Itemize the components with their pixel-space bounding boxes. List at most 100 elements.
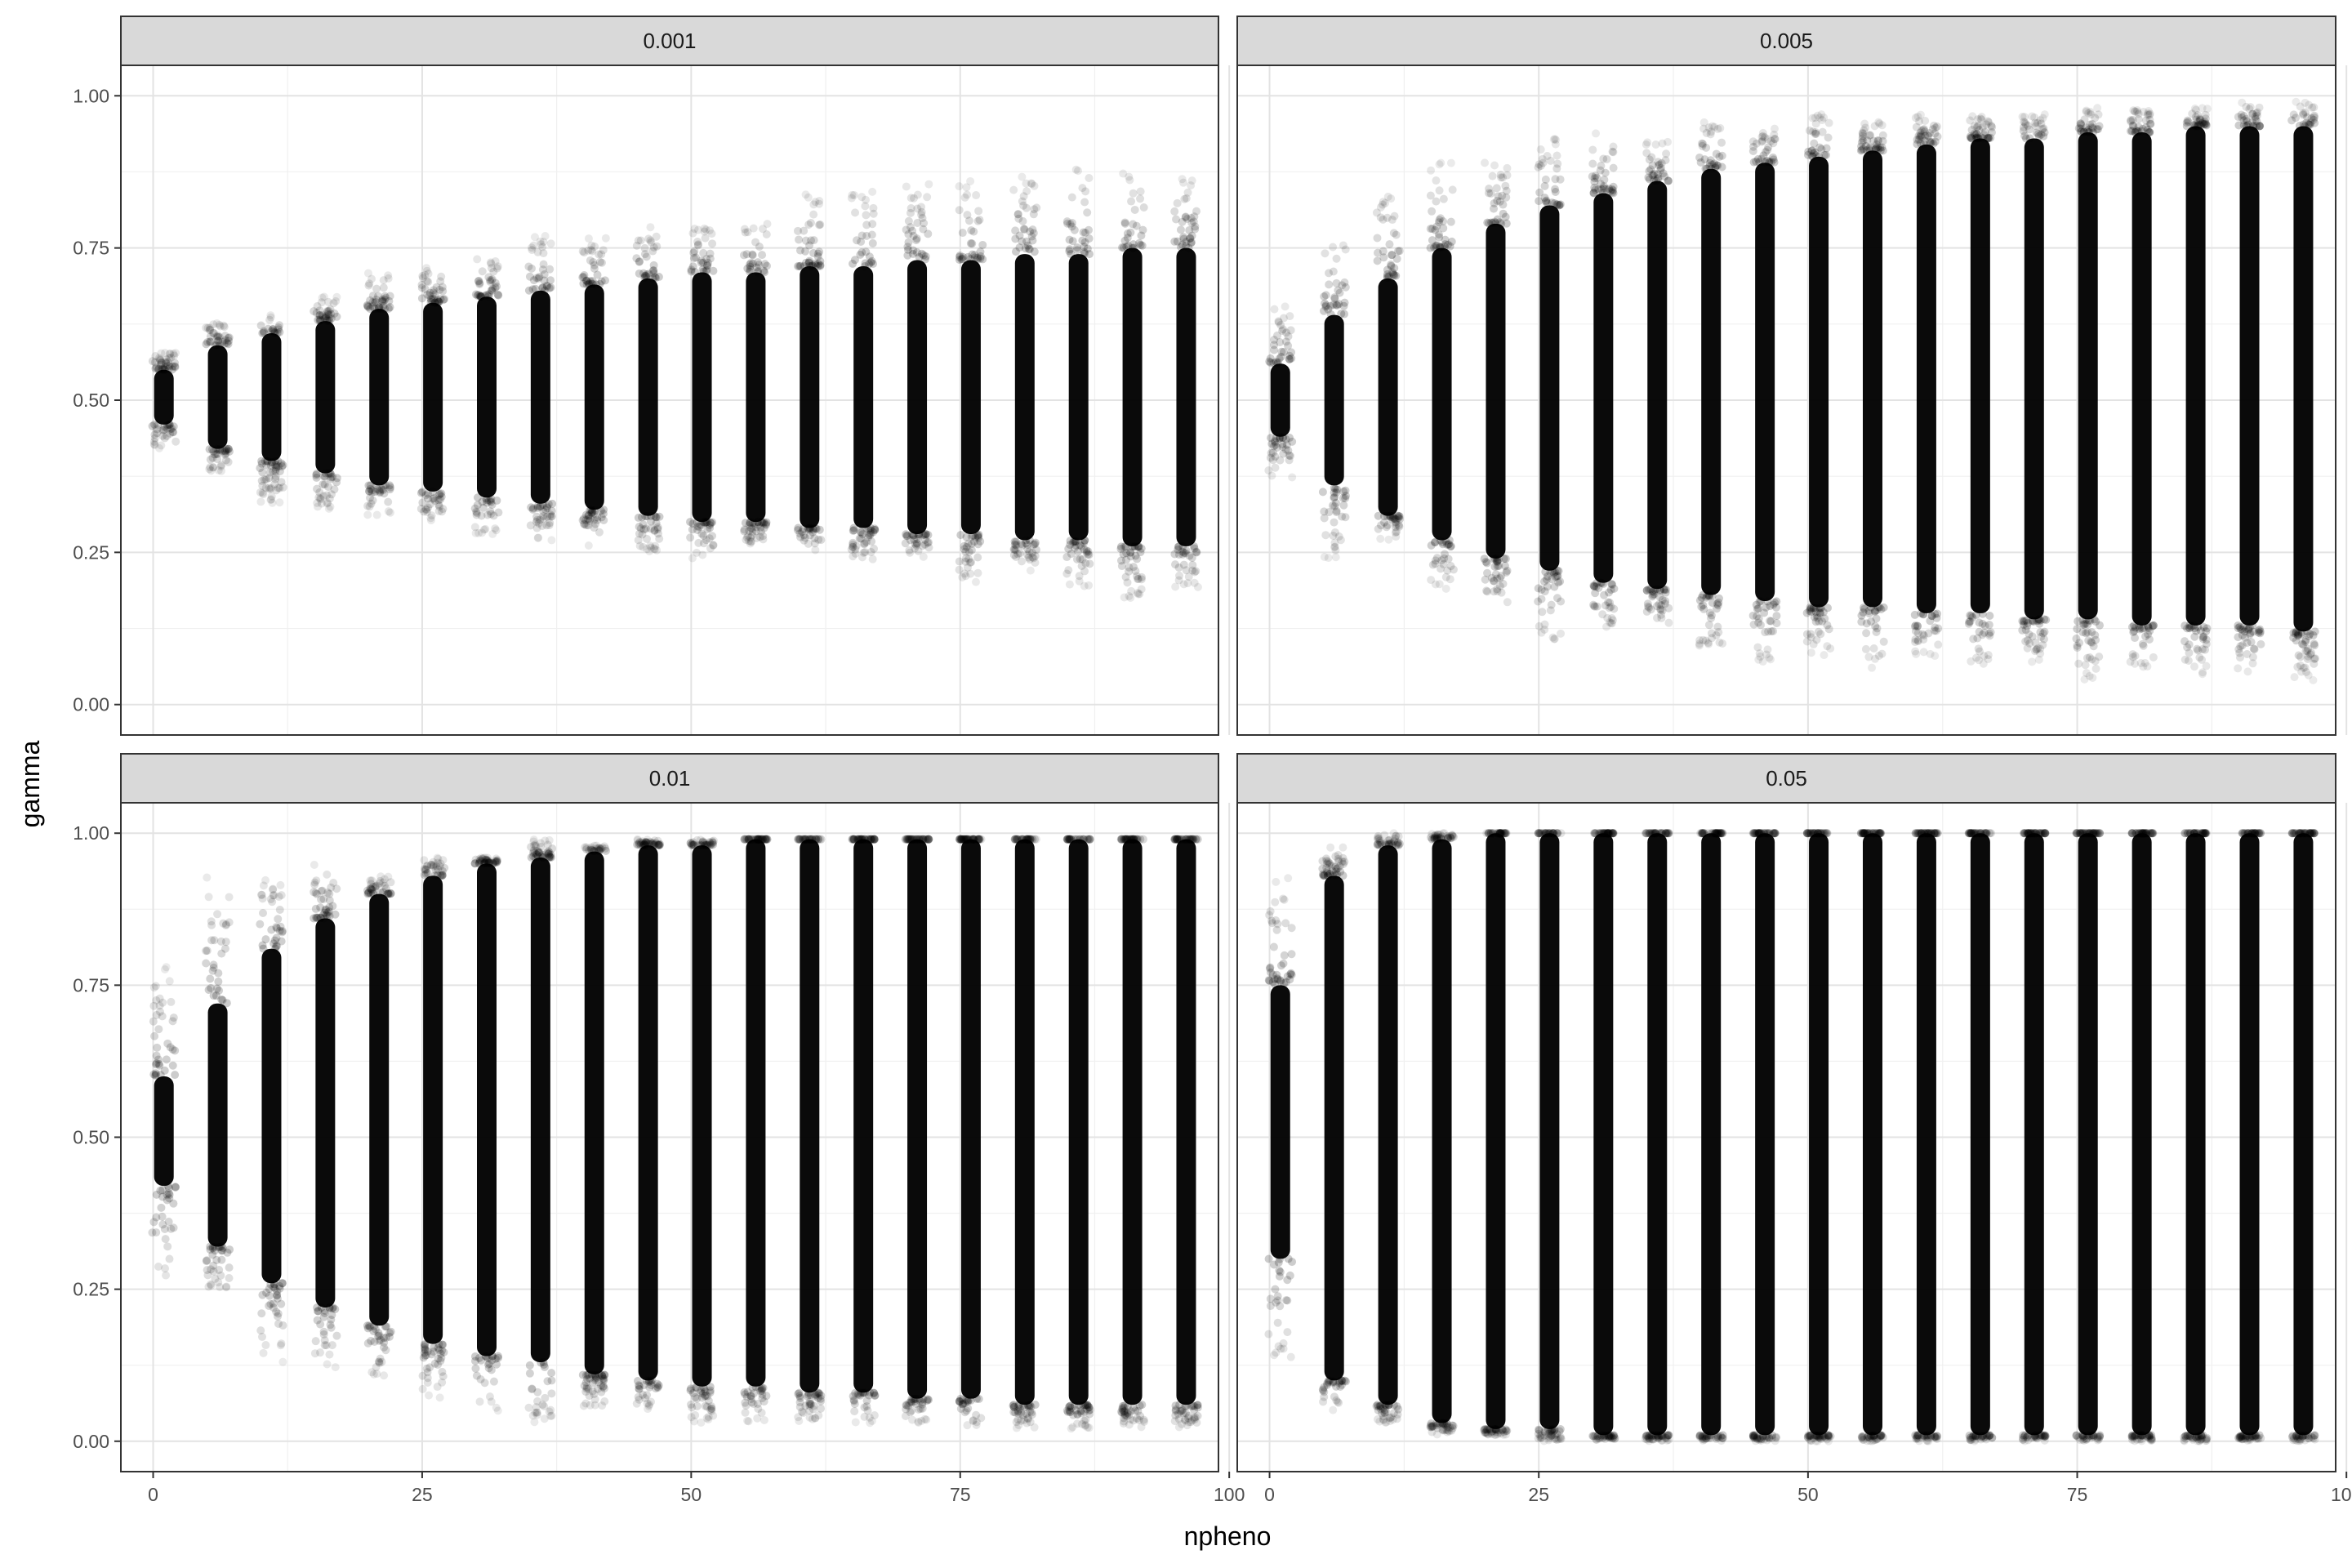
- data-point: [433, 298, 442, 307]
- data-point: [1283, 972, 1292, 981]
- data-point: [1918, 610, 1927, 619]
- data-point: [913, 535, 922, 544]
- data-point: [1392, 271, 1401, 280]
- data-point: [974, 835, 983, 844]
- data-point: [958, 229, 967, 238]
- data-point: [2018, 626, 2027, 635]
- facet-panel-0.01: 0.01: [120, 753, 1231, 1472]
- data-point: [2040, 128, 2049, 137]
- data-point: [1192, 207, 1201, 216]
- data-point: [1379, 247, 1388, 256]
- data-point: [969, 835, 978, 844]
- data-point: [1717, 138, 1726, 147]
- data-point: [1325, 1376, 1334, 1385]
- data-point: [921, 835, 930, 844]
- data-point: [2252, 117, 2261, 126]
- data-point: [375, 486, 384, 495]
- data-point: [429, 286, 438, 295]
- data-point: [168, 428, 177, 437]
- data-point: [1287, 924, 1296, 933]
- data-point: [1544, 1424, 1552, 1433]
- data-point: [274, 1309, 283, 1318]
- data-point: [1320, 871, 1329, 880]
- column-npheno-71: [901, 835, 933, 1427]
- data-point: [1921, 131, 1930, 140]
- data-point: [1392, 532, 1401, 541]
- data-point: [921, 255, 930, 264]
- data-point: [922, 1415, 931, 1424]
- data-point: [1134, 590, 1143, 599]
- data-point: [2037, 119, 2046, 128]
- data-point: [1543, 198, 1552, 207]
- data-point: [1858, 128, 1867, 137]
- data-point: [153, 425, 162, 434]
- data-point: [913, 219, 922, 228]
- data-point: [154, 364, 163, 373]
- data-point: [2021, 120, 2030, 129]
- data-point: [534, 274, 543, 283]
- data-point: [1770, 130, 1779, 139]
- data-point: [700, 227, 709, 236]
- data-point: [471, 1364, 480, 1373]
- data-point: [1129, 1403, 1138, 1412]
- data-point: [2203, 105, 2212, 114]
- data-point: [1447, 237, 1456, 246]
- data-point: [1817, 145, 1826, 154]
- data-point: [813, 835, 822, 844]
- data-point: [1490, 217, 1499, 226]
- data-point: [1590, 174, 1599, 183]
- data-point: [314, 493, 323, 502]
- data-point: [1872, 140, 1881, 149]
- data-point: [1117, 1408, 1126, 1417]
- data-point: [1875, 119, 1884, 128]
- data-point: [1546, 606, 1555, 615]
- data-point: [1170, 1417, 1179, 1426]
- data-point: [1811, 148, 1820, 157]
- data-point: [1013, 835, 1022, 844]
- data-point: [314, 1307, 323, 1316]
- data-point: [1280, 951, 1289, 960]
- data-point: [600, 276, 609, 285]
- data-point: [741, 228, 750, 237]
- data-point: [326, 469, 335, 478]
- data-point: [1382, 1407, 1391, 1416]
- data-point: [1441, 572, 1450, 581]
- data-point: [323, 911, 332, 920]
- data-point: [870, 835, 879, 844]
- data-point: [635, 541, 644, 550]
- data-point: [866, 835, 875, 844]
- data-point: [1817, 110, 1826, 119]
- data-point: [1971, 131, 1980, 140]
- data-point: [1648, 592, 1657, 601]
- data-point: [1190, 212, 1199, 221]
- data-point: [1872, 144, 1881, 153]
- data-point: [1279, 325, 1288, 334]
- data-point: [262, 461, 271, 470]
- data-point: [971, 533, 980, 542]
- data-point: [706, 1388, 715, 1397]
- data-point: [1812, 635, 1821, 644]
- data-point: [645, 546, 654, 555]
- data-point: [1972, 129, 1981, 138]
- data-point: [1320, 871, 1329, 880]
- data-point-core: [1122, 839, 1143, 1405]
- data-point: [366, 884, 375, 893]
- data-point: [1179, 835, 1188, 844]
- data-point: [312, 470, 321, 479]
- data-point: [164, 421, 173, 430]
- data-point: [688, 519, 697, 528]
- data-point: [591, 1372, 600, 1381]
- data-point: [1704, 590, 1713, 599]
- data-point: [1973, 634, 1982, 643]
- data-point: [1134, 835, 1143, 844]
- data-point: [634, 1392, 643, 1401]
- data-point: [909, 835, 918, 844]
- data-point: [1270, 1260, 1279, 1269]
- data-point: [805, 1406, 814, 1415]
- data-point: [916, 203, 925, 212]
- data-point: [1818, 127, 1827, 136]
- data-point: [1181, 212, 1190, 221]
- data-point: [2132, 126, 2140, 135]
- data-point: [1084, 1401, 1093, 1410]
- data-point: [1808, 152, 1817, 161]
